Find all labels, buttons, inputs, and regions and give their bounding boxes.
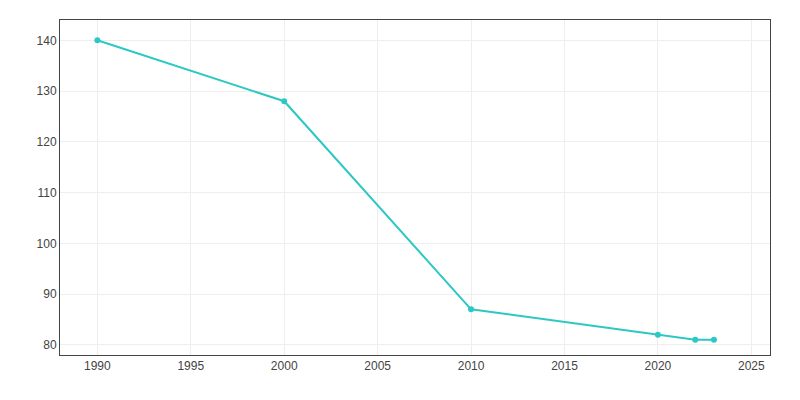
- svg-text:2000: 2000: [271, 359, 298, 373]
- svg-text:1990: 1990: [84, 359, 111, 373]
- svg-text:1995: 1995: [177, 359, 204, 373]
- svg-text:130: 130: [37, 84, 57, 98]
- svg-text:120: 120: [37, 135, 57, 149]
- svg-text:100: 100: [37, 237, 57, 251]
- svg-text:90: 90: [43, 287, 57, 301]
- svg-text:2025: 2025: [738, 359, 765, 373]
- svg-text:2020: 2020: [645, 359, 672, 373]
- svg-text:110: 110: [37, 186, 56, 200]
- svg-text:80: 80: [43, 338, 57, 352]
- svg-text:2010: 2010: [458, 359, 485, 373]
- svg-text:2015: 2015: [551, 359, 578, 373]
- svg-text:140: 140: [37, 34, 57, 48]
- svg-text:2005: 2005: [364, 359, 391, 373]
